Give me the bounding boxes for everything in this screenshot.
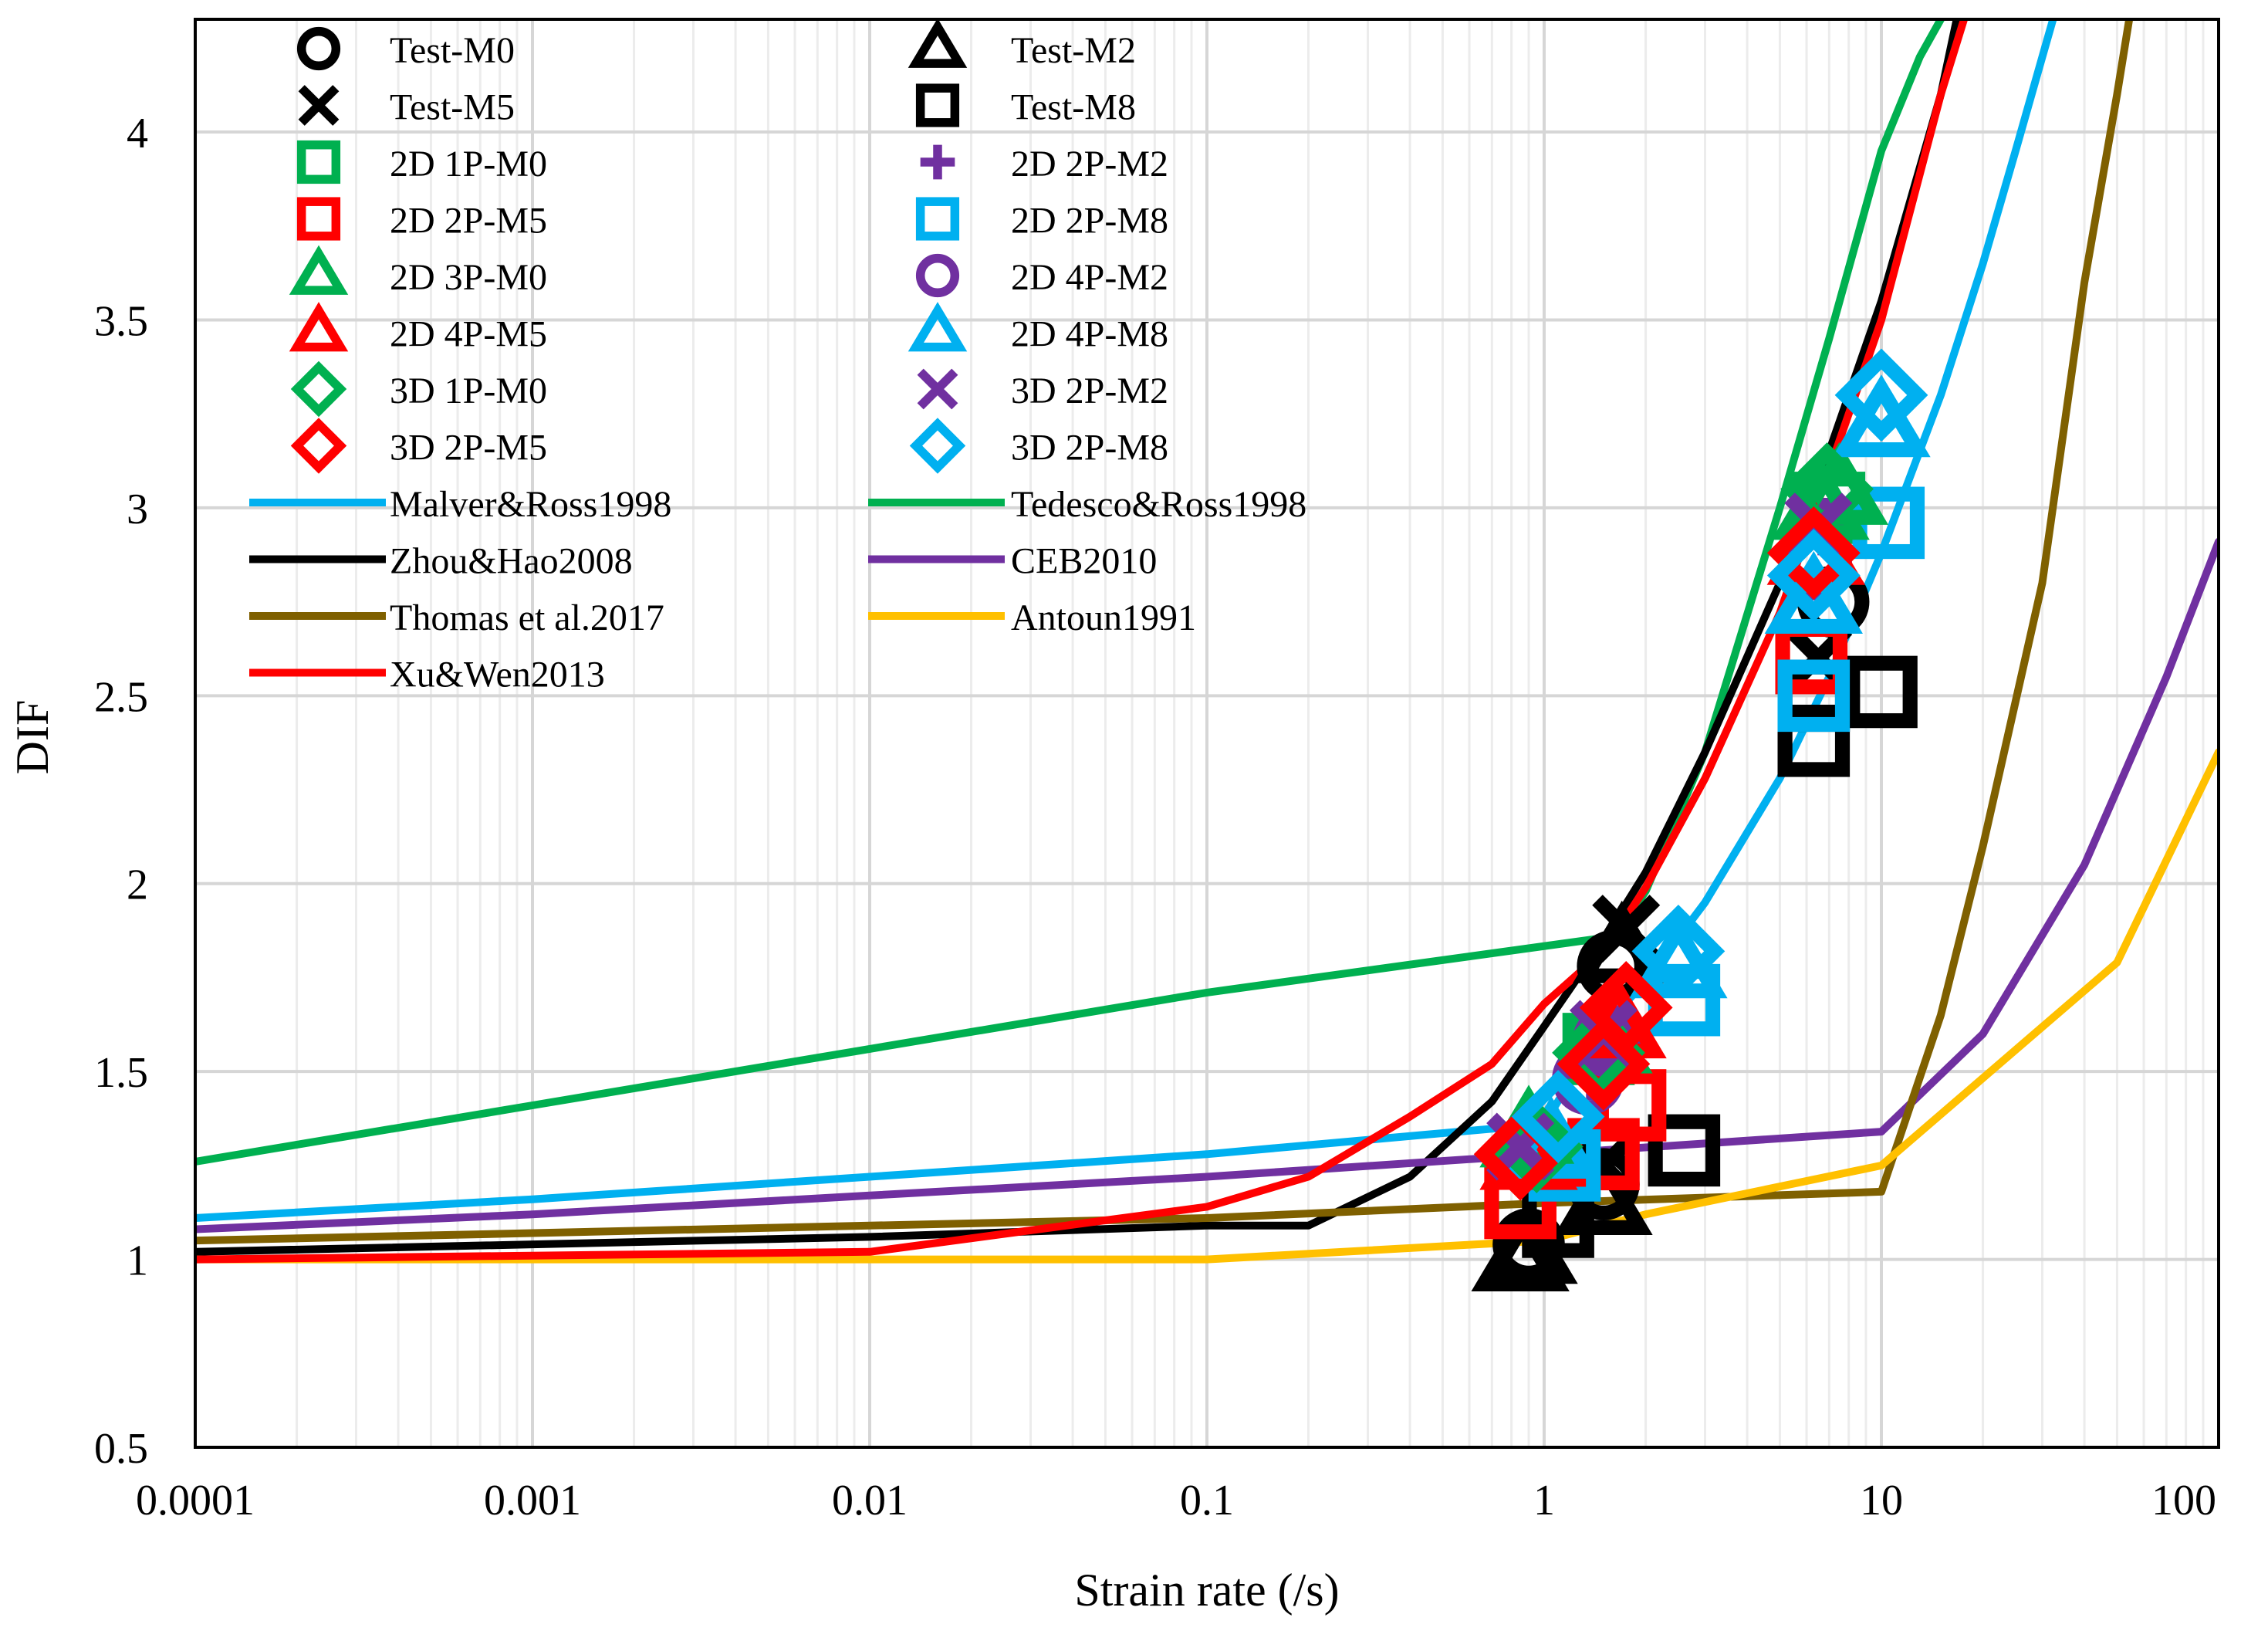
y-tick-label: 1 (127, 1237, 148, 1285)
legend-label: 3D 1P-M0 (390, 371, 547, 411)
legend-symbol-test-m0 (296, 26, 341, 71)
legend-item-2d-3p-m0: 2D 3P-M0 (289, 245, 547, 298)
legend-item-test-m2: Test-M2 (908, 18, 1136, 71)
legend-item-2d-2p-m5: 2D 2P-M5 (296, 197, 547, 242)
x-tick-label: 0.0001 (136, 1477, 255, 1524)
x-axis-tick-labels: 0.0001 0.001 0.01 0.1 1 10 100 (136, 1477, 2216, 1524)
legend-item-ceb2010: CEB2010 (868, 541, 1157, 582)
legend-item-antoun1991: Antoun1991 (868, 597, 1196, 638)
legend-label: Thomas et al.2017 (390, 597, 664, 638)
legend-symbol-2d-1p-m0 (296, 140, 341, 184)
y-tick-label: 3 (127, 486, 148, 533)
point-test-m8 (1845, 655, 1918, 729)
legend-label: 3D 2P-M2 (1011, 371, 1168, 411)
test-and-simulation-markers (1471, 348, 1931, 1292)
legend-symbol-2d-2p-m5 (296, 197, 341, 241)
x-tick-label: 0.001 (484, 1477, 581, 1524)
legend-label: Test-M8 (1011, 87, 1136, 128)
y-tick-label: 0.5 (94, 1425, 148, 1473)
y-tick-label: 3.5 (94, 297, 148, 345)
legend-label: Antoun1991 (1011, 597, 1196, 638)
legend-label: 2D 2P-M5 (390, 201, 547, 242)
x-tick-label: 0.01 (832, 1477, 908, 1524)
curve-thomas-et-al-2017 (195, 19, 2134, 1245)
legend-item-test-m8: Test-M8 (915, 83, 1136, 128)
y-axis-tick-labels: 0.5 1 1.5 2 2.5 3 3.5 4 (94, 110, 148, 1473)
legend-symbol-3d-1p-m0 (290, 360, 347, 418)
legend-item-test-m0: Test-M0 (296, 26, 515, 71)
legend-label: 2D 4P-M8 (1011, 314, 1168, 355)
legend-symbol-2d-4p-m2 (915, 253, 960, 298)
legend-item-3d-1p-m0: 3D 1P-M0 (290, 360, 547, 418)
legend-label: Test-M5 (390, 87, 515, 128)
legend-symbol-test-m8 (915, 83, 960, 127)
legend-label: 3D 2P-M5 (390, 428, 547, 469)
y-tick-label: 2 (127, 861, 148, 909)
point-3d-2p-m8 (1511, 1070, 1605, 1163)
y-axis-title: DIF (7, 700, 58, 775)
point-3d-2p-m8 (1834, 348, 1928, 442)
curve-malver-ross1998 (195, 19, 2057, 1222)
legend-symbol-2d-3p-m0 (289, 245, 349, 295)
point-test-m8 (1777, 704, 1851, 777)
legend-item-malver-ross1998: Malver&Ross1998 (249, 484, 671, 525)
legend-symbol-2d-2p-m2 (920, 144, 955, 180)
legend-item-tedesco-ross1998: Tedesco&Ross1998 (868, 484, 1306, 525)
legend-item-2d-4p-m2: 2D 4P-M2 (915, 253, 1168, 298)
legend-item-2d-2p-m2: 2D 2P-M2 (920, 144, 1168, 184)
x-axis-title: Strain rate (/s) (1074, 1565, 1339, 1616)
legend-label: 2D 4P-M5 (390, 314, 547, 355)
legend-label: 2D 2P-M8 (1011, 201, 1168, 242)
legend-symbol-3d-2p-m5 (290, 418, 347, 474)
legend-label: 2D 4P-M2 (1011, 257, 1168, 298)
legend-label: Zhou&Hao2008 (390, 541, 633, 582)
legend-label: 2D 3P-M0 (390, 257, 547, 298)
legend-symbol-2d-2p-m8 (915, 197, 960, 241)
point-3d-2p-m5 (1766, 506, 1861, 600)
legend-label: Xu&Wen2013 (390, 655, 605, 695)
y-tick-label: 4 (127, 110, 148, 157)
legend-item-test-m5: Test-M5 (298, 85, 515, 128)
legend-item-2d-4p-m8: 2D 4P-M8 (908, 302, 1168, 355)
legend-symbol-test-m2 (908, 18, 968, 68)
legend-item-3d-2p-m5: 3D 2P-M5 (290, 418, 547, 474)
legend-label: Malver&Ross1998 (390, 484, 671, 525)
legend-label: Tedesco&Ross1998 (1011, 484, 1306, 525)
legend-symbol-3d-2p-m2 (917, 368, 958, 410)
legend-symbol-2d-4p-m5 (289, 302, 349, 352)
legend-label: 2D 2P-M2 (1011, 144, 1168, 184)
legend-symbol-test-m5 (298, 85, 340, 126)
legend-item-thomas-et-al-2017: Thomas et al.2017 (249, 597, 664, 638)
point-2d-2p-m8 (1777, 659, 1851, 733)
curve-tedesco-ross1998 (195, 19, 1945, 1166)
legend-item-3d-2p-m2: 3D 2P-M2 (917, 368, 1168, 411)
legend-label: Test-M0 (390, 30, 515, 71)
y-tick-label: 1.5 (94, 1049, 148, 1097)
legend-item-2d-2p-m8: 2D 2P-M8 (915, 197, 1168, 242)
legend-label: 2D 1P-M0 (390, 144, 547, 184)
point-3d-2p-m8 (1766, 529, 1861, 622)
x-tick-label: 0.1 (1180, 1477, 1234, 1524)
legend-item-xu-wen2013: Xu&Wen2013 (249, 655, 605, 695)
x-tick-label: 1 (1533, 1477, 1555, 1524)
x-tick-label: 100 (2151, 1477, 2216, 1524)
legend-label: CEB2010 (1011, 541, 1157, 582)
legend-symbol-2d-4p-m8 (908, 302, 968, 352)
legend-item-zhou-hao2008: Zhou&Hao2008 (249, 541, 633, 582)
plot-area-border (194, 18, 2220, 1449)
legend: Test-M0 Test-M2 Test-M5 Test-M8 2D 1P-M0 2D 2… (249, 18, 1306, 695)
legend-label: 3D 2P-M8 (1011, 428, 1168, 469)
legend-label: Test-M2 (1011, 30, 1136, 71)
legend-item-3d-2p-m8: 3D 2P-M8 (909, 418, 1168, 474)
legend-item-2d-4p-m5: 2D 4P-M5 (289, 302, 547, 355)
point-test-m8 (1648, 1114, 1721, 1187)
legend-item-2d-1p-m0: 2D 1P-M0 (296, 140, 547, 184)
point-3d-2p-m5 (1579, 961, 1673, 1054)
legend-symbol-3d-2p-m8 (909, 418, 966, 474)
x-tick-label: 10 (1860, 1477, 1903, 1524)
point-3d-2p-m8 (1631, 904, 1726, 998)
y-tick-label: 2.5 (94, 673, 148, 721)
